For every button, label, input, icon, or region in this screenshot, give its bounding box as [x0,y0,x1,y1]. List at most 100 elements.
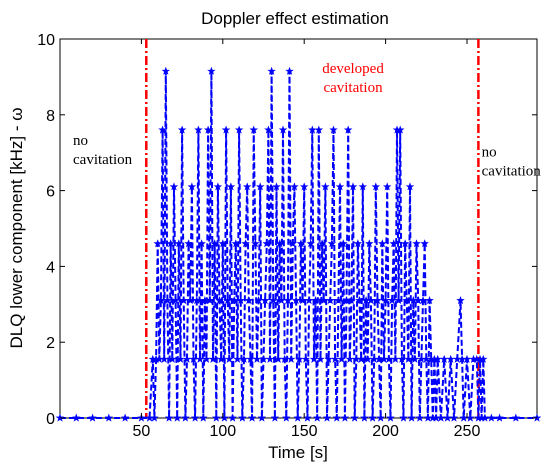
data-point-marker [389,239,399,248]
data-point-marker [221,125,231,134]
data-point-marker [168,354,177,363]
data-point-marker [480,413,490,422]
x-axis-label: Time [s] [268,443,328,462]
data-point-marker [306,239,315,248]
data-point-marker [358,182,368,191]
data-point-marker [329,125,338,134]
data-point-marker [159,354,169,363]
x-tick-label: 150 [291,423,318,440]
data-point-marker [197,239,206,248]
data-point-marker [181,413,190,422]
data-point-marker [207,66,216,75]
data-point-marker [391,354,400,363]
data-point-marker [176,354,185,363]
annotations-layer: no cavitation developed cavitation no cavitat… [73,61,541,179]
plot-area: 50 100 150 200 250 0 2 4 6 8 10 no cavitation devel… [37,32,541,440]
data-point-marker [335,182,345,191]
data-point-marker [190,413,200,422]
y-axis-label: DLQ lower component [kHz] - ω [7,108,26,349]
data-point-marker [404,354,413,363]
data-point-marker [400,239,410,248]
data-point-marker [251,239,260,248]
x-tick-label: 50 [133,423,151,440]
data-point-marker [215,296,224,305]
data-point-marker [287,354,296,363]
data-point-marker [264,125,273,134]
data-point-marker [275,239,285,248]
data-point-marker [334,296,343,305]
data-point-marker [166,239,175,248]
data-point-marker [376,413,385,422]
data-point-marker [229,296,239,305]
x-tick-label: 200 [372,423,399,440]
data-point-marker [171,296,180,305]
data-point-marker [316,354,325,363]
data-point-marker [373,296,382,305]
data-point-marker [327,239,337,248]
data-point-marker [324,354,333,363]
data-point-marker [208,354,218,363]
data-point-marker [405,182,415,191]
data-point-marker [433,354,442,363]
data-point-marker [301,354,310,363]
data-point-marker [296,239,306,248]
data-point-marker [254,296,263,305]
data-point-marker [163,296,172,305]
data-point-marker [153,239,162,248]
data-point-marker [309,354,319,363]
data-point-marker [322,413,332,422]
series-layer [55,66,542,422]
data-point-marker [172,413,182,422]
data-point-marker [288,239,298,248]
data-point-marker [368,413,377,422]
data-point-marker [283,296,293,305]
data-point-marker [241,239,250,248]
data-point-marker [161,66,171,75]
data-point-marker [337,354,346,363]
data-point-marker [395,125,405,134]
data-point-marker [495,413,504,422]
data-point-marker [169,182,179,191]
data-point-marker [177,125,187,134]
data-point-marker [387,296,397,305]
data-point-marker [293,413,302,422]
data-point-marker [120,413,130,422]
data-point-marker [244,296,254,305]
data-point-marker [226,182,236,191]
data-point-marker [394,296,403,305]
data-point-marker [239,354,249,363]
data-point-marker [260,296,270,305]
data-point-marker [378,239,387,248]
data-point-marker [216,354,226,363]
data-point-marker [415,413,425,422]
data-point-marker [203,125,213,134]
data-point-marker [252,354,262,363]
data-point-marker [265,354,275,363]
data-point-marker [348,182,358,191]
data-point-marker [247,413,257,422]
data-point-marker [363,354,372,363]
data-point-marker [353,239,363,248]
data-point-marker [456,296,465,305]
data-point-marker [347,296,356,305]
data-point-marker [345,354,355,363]
data-point-marker [340,413,350,422]
data-point-marker [462,354,472,363]
annotation-label: no cavitation [73,133,133,168]
data-point-marker [397,354,407,363]
data-point-marker [439,354,449,363]
data-point-marker [205,296,215,305]
data-point-marker [304,296,314,305]
data-point-marker [225,354,234,363]
data-point-marker [104,413,114,422]
data-point-marker [242,182,252,191]
data-point-marker [449,413,459,422]
y-tick-label: 6 [46,184,55,201]
data-point-marker [285,66,294,75]
data-point-marker [268,296,278,305]
data-point-marker [249,125,259,134]
data-point-marker [184,239,193,248]
data-point-marker [314,125,324,134]
data-point-marker [365,239,374,248]
data-point-marker [267,66,276,75]
